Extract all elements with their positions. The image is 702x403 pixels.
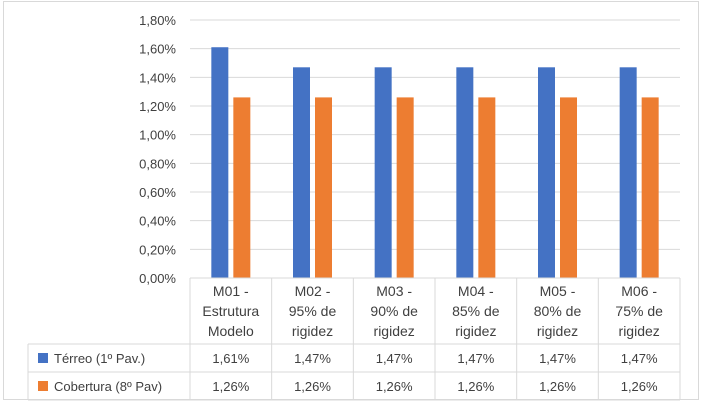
bar — [456, 67, 474, 278]
x-tick-label: rigidez — [537, 323, 578, 339]
y-tick-label: 0,80% — [139, 156, 176, 171]
x-tick-label: rigidez — [292, 323, 333, 339]
data-label: 1,47% — [376, 351, 413, 366]
data-label: 1,26% — [376, 379, 413, 394]
x-tick-label: 95% de — [289, 303, 337, 319]
y-tick-label: 1,80% — [139, 13, 176, 28]
data-label: 1,61% — [212, 351, 249, 366]
legend-label: Cobertura (8º Pav) — [54, 379, 162, 394]
x-tick-label: Modelo — [208, 323, 254, 339]
bar — [211, 47, 229, 278]
bar — [396, 97, 414, 279]
x-tick-label: M02 - — [295, 283, 331, 299]
x-tick-label: M04 - — [458, 283, 494, 299]
x-tick-label: rigidez — [455, 323, 496, 339]
x-tick-label: 75% de — [615, 303, 663, 319]
y-tick-label: 1,40% — [139, 70, 176, 85]
y-tick-label: 0,00% — [139, 271, 176, 286]
x-tick-label: M05 - — [540, 283, 576, 299]
data-label: 1,47% — [621, 351, 658, 366]
y-tick-label: 0,40% — [139, 214, 176, 229]
y-tick-label: 0,60% — [139, 185, 176, 200]
data-label: 1,26% — [457, 379, 494, 394]
legend-key — [38, 353, 48, 363]
data-label: 1,47% — [294, 351, 331, 366]
x-tick-label: M03 - — [376, 283, 412, 299]
data-label: 1,26% — [294, 379, 331, 394]
bar — [233, 97, 251, 279]
bar — [560, 97, 577, 279]
y-tick-label: 1,00% — [139, 128, 176, 143]
x-tick-label: 80% de — [534, 303, 582, 319]
data-label: 1,47% — [539, 351, 576, 366]
y-tick-label: 1,60% — [139, 42, 176, 57]
bar — [619, 67, 637, 278]
x-tick-label: M06 - — [621, 283, 657, 299]
data-label: 1,26% — [212, 379, 249, 394]
x-tick-label: rigidez — [374, 323, 415, 339]
x-tick-label: 85% de — [452, 303, 500, 319]
bar — [374, 67, 392, 278]
y-tick-label: 0,20% — [139, 242, 176, 257]
bar — [478, 97, 496, 279]
legend-key — [38, 381, 48, 391]
bar — [315, 97, 332, 279]
bar — [538, 67, 555, 278]
legend-label: Térreo (1º Pav.) — [54, 351, 145, 366]
data-label: 1,47% — [457, 351, 494, 366]
x-tick-label: M01 - — [213, 283, 249, 299]
bar — [293, 67, 310, 278]
x-tick-label: rigidez — [619, 323, 660, 339]
x-tick-label: Estrutura — [202, 303, 259, 319]
y-tick-label: 1,20% — [139, 99, 176, 114]
x-tick-label: 90% de — [370, 303, 418, 319]
data-label: 1,26% — [621, 379, 658, 394]
data-label: 1,26% — [539, 379, 576, 394]
bar — [641, 97, 659, 279]
